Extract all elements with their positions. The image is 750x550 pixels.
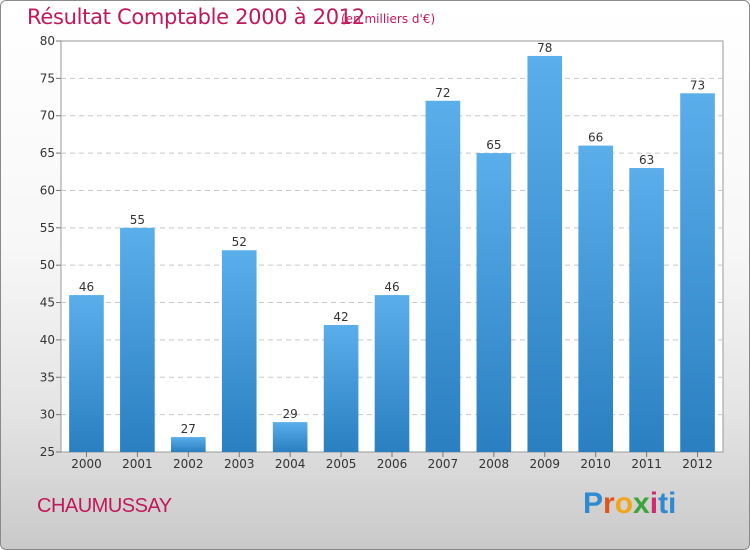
brand-logo: Proxiti xyxy=(583,487,676,521)
x-tick-label: 2004 xyxy=(275,457,306,471)
brand-letter: ti xyxy=(658,487,677,520)
brand-letter: P xyxy=(583,487,604,520)
chart-subtitle: (en milliers d'€) xyxy=(341,12,436,26)
commune-name: CHAUMUSSAY xyxy=(37,495,172,517)
x-tick-label: 2005 xyxy=(326,457,357,471)
bar xyxy=(323,324,359,452)
chart-title: Résultat Comptable 2000 à 2012 xyxy=(27,5,365,29)
x-tick-label: 2012 xyxy=(682,457,713,471)
x-tick-label: 2000 xyxy=(71,457,102,471)
y-tick-label: 35 xyxy=(40,370,55,384)
bar-data-label: 55 xyxy=(130,213,145,227)
brand-letter: x xyxy=(633,487,650,520)
bar-data-label: 63 xyxy=(639,153,654,167)
y-tick-label: 30 xyxy=(40,408,55,422)
bar-data-label: 29 xyxy=(283,407,298,421)
y-tick-label: 75 xyxy=(40,71,55,85)
bar xyxy=(578,145,614,453)
bar-data-label: 78 xyxy=(537,41,552,55)
bar xyxy=(425,100,461,453)
x-tick-label: 2010 xyxy=(580,457,611,471)
bar-data-label: 27 xyxy=(181,422,196,436)
x-tick-label: 2003 xyxy=(224,457,255,471)
y-tick-label: 45 xyxy=(40,296,55,310)
bar xyxy=(680,93,715,453)
y-tick-label: 40 xyxy=(40,333,55,347)
bar xyxy=(374,295,410,452)
bar xyxy=(69,295,104,452)
y-tick-label: 50 xyxy=(40,258,55,272)
bar-data-label: 46 xyxy=(384,280,399,294)
bar-data-label: 66 xyxy=(588,131,603,145)
x-tick-label: 2001 xyxy=(122,457,153,471)
bar-data-label: 52 xyxy=(232,235,247,249)
bar xyxy=(272,422,308,452)
y-tick-label: 65 xyxy=(40,146,55,160)
x-tick-label: 2006 xyxy=(377,457,408,471)
x-tick-label: 2009 xyxy=(529,457,560,471)
bar-data-label: 65 xyxy=(486,138,501,152)
x-tick-label: 2011 xyxy=(631,457,662,471)
y-tick-label: 25 xyxy=(40,445,55,459)
bar xyxy=(527,55,563,452)
axis-layer: 25 30 35 40 45 50 55 60 65 70 75 80 2000 2001 2002 2003… xyxy=(40,34,713,471)
bar-data-label: 73 xyxy=(690,78,705,92)
brand-letter: i xyxy=(649,487,659,520)
y-tick-label: 60 xyxy=(40,183,55,197)
bar xyxy=(629,168,664,452)
bar-layer: 46 55 27 52 29 42 46 72 65 78 66 63 73 xyxy=(69,41,715,453)
x-tick-label: 2008 xyxy=(479,457,510,471)
bar-data-label: 42 xyxy=(333,310,348,324)
y-tick-label: 70 xyxy=(40,109,55,123)
x-tick-label: 2002 xyxy=(173,457,204,471)
bar-data-label: 46 xyxy=(79,280,94,294)
brand-letter: o xyxy=(614,487,634,520)
brand-letter: r xyxy=(603,487,615,520)
x-tick-label: 2007 xyxy=(428,457,459,471)
bar xyxy=(476,153,512,452)
bar-data-label: 72 xyxy=(435,86,450,100)
bar xyxy=(221,250,257,452)
y-tick-label: 55 xyxy=(40,221,55,235)
bar xyxy=(170,437,206,452)
bar xyxy=(120,227,155,452)
y-tick-label: 80 xyxy=(40,34,55,48)
